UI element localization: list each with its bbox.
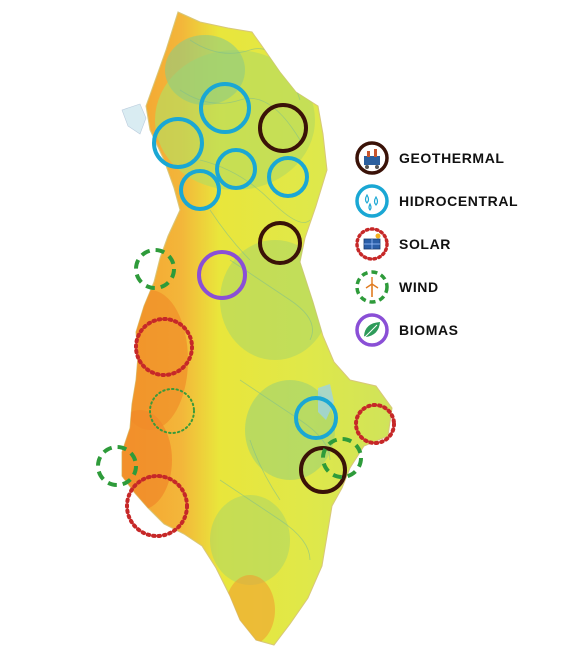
legend-label: BIOMAS	[399, 322, 459, 338]
geothermal-marker[interactable]	[299, 446, 347, 494]
hydro-marker[interactable]	[294, 396, 338, 440]
solar-panel-icon	[355, 227, 389, 261]
geothermal-plant-icon	[355, 141, 389, 175]
hydro-sites	[152, 82, 338, 440]
geothermal-marker[interactable]	[258, 221, 302, 265]
wind-marker[interactable]	[134, 248, 176, 290]
leaf-icon	[355, 313, 389, 347]
hydro-marker[interactable]	[152, 117, 204, 169]
solar-marker[interactable]	[134, 317, 194, 377]
wind-turbine-icon	[355, 270, 389, 304]
water-drops-icon	[355, 184, 389, 218]
biomass-sites	[197, 250, 247, 300]
biomass-marker[interactable]	[197, 250, 247, 300]
legend-item-geothermal[interactable]: GEOTHERMAL	[355, 138, 505, 178]
solar-sites	[125, 317, 396, 538]
legend-item-biomass[interactable]: BIOMAS	[355, 310, 459, 350]
wind-sites	[96, 248, 363, 487]
lake-shkodra	[121, 103, 147, 135]
solar-marker[interactable]	[354, 403, 396, 445]
geothermal-marker[interactable]	[258, 103, 308, 153]
legend-label: SOLAR	[399, 236, 451, 252]
hydro-marker[interactable]	[199, 82, 251, 134]
legend-item-solar[interactable]: SOLAR	[355, 224, 451, 264]
legend-item-wind[interactable]: WIND	[355, 267, 439, 307]
legend-label: WIND	[399, 279, 439, 295]
wind-marker[interactable]	[321, 437, 363, 479]
hydro-marker[interactable]	[215, 148, 257, 190]
hydro-marker[interactable]	[267, 156, 309, 198]
legend-label: HIDROCENTRAL	[399, 193, 519, 209]
solar-marker[interactable]	[125, 474, 189, 538]
geothermal-sites	[258, 103, 347, 494]
legend-item-hydro[interactable]: HIDROCENTRAL	[355, 181, 518, 221]
solar-marker-thin[interactable]	[149, 388, 195, 434]
legend-label: GEOTHERMAL	[399, 150, 505, 166]
wind-marker[interactable]	[96, 445, 138, 487]
hydro-marker[interactable]	[179, 169, 221, 211]
